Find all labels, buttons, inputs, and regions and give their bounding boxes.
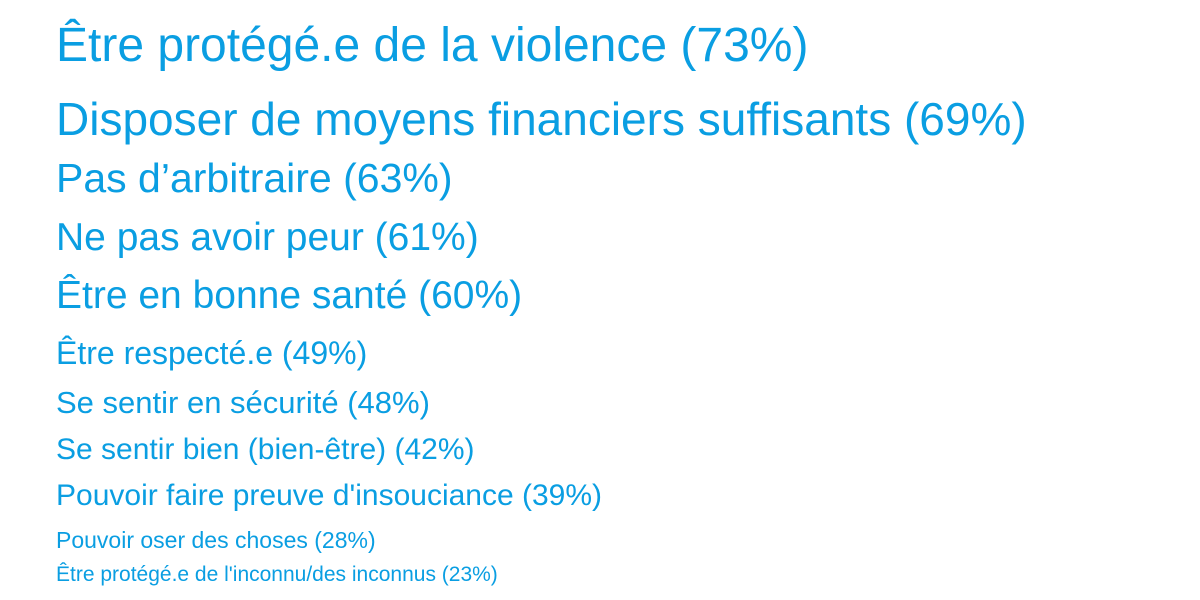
list-item: Être respecté.e (49%) [56, 335, 368, 371]
list-item: Disposer de moyens financiers suffisants… [56, 93, 1027, 145]
list-item: Pas d’arbitraire (63%) [56, 155, 453, 201]
list-item: Se sentir en sécurité (48%) [56, 385, 430, 420]
list-item: Ne pas avoir peur (61%) [56, 216, 479, 259]
list-item: Pouvoir faire preuve d'insouciance (39%) [56, 479, 603, 512]
list-item: Être en bonne santé (60%) [56, 274, 523, 317]
list-item: Pouvoir oser des choses (28%) [56, 527, 376, 553]
list-item: Être protégé.e de la violence (73%) [56, 19, 809, 72]
list-item: Être protégé.e de l'inconnu/des inconnus… [56, 563, 498, 586]
list-item: Se sentir bien (bien-être) (42%) [56, 433, 475, 466]
